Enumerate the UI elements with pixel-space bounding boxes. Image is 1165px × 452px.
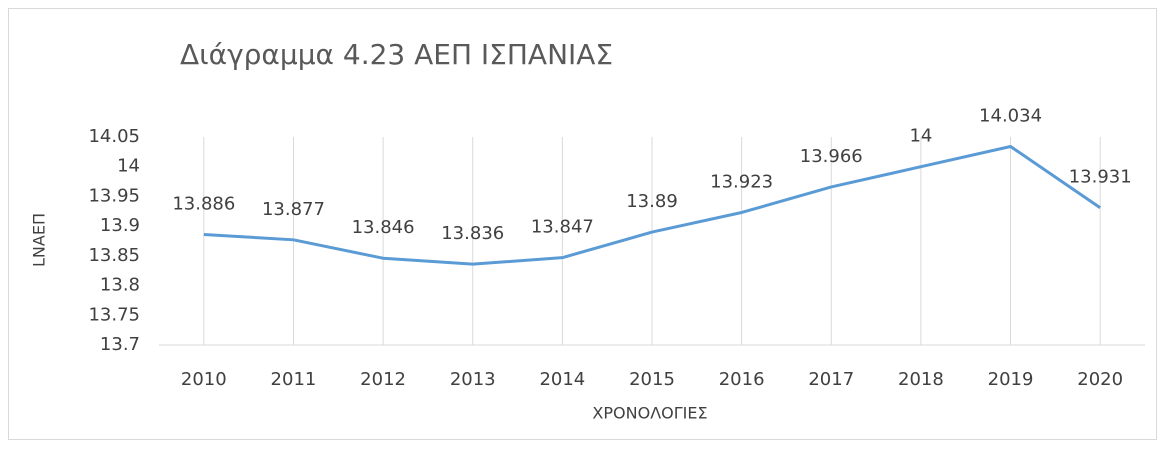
data-label: 13.931 [1069,167,1132,188]
chart-frame [8,8,1157,440]
y-tick-label: 13.95 [88,185,140,206]
x-tick-label: 2019 [988,369,1034,390]
x-tick-label: 2013 [450,369,496,390]
data-label: 13.847 [531,217,594,238]
data-label: 14.034 [979,106,1042,127]
chart-title: Διάγραμμα 4.23 ΑΕΠ ΙΣΠΑΝΙΑΣ [180,38,613,71]
x-axis-label: ΧΡΟΝΟΛΟΓΙΕΣ [592,404,707,423]
x-tick-label: 2017 [808,369,854,390]
x-tick-label: 2020 [1077,369,1123,390]
x-tick-label: 2014 [539,369,585,390]
y-axis-label: LNAEΠ [30,213,49,267]
y-tick-label: 13.85 [88,245,140,266]
y-tick-label: 14.05 [88,126,140,147]
data-label: 13.923 [710,171,773,192]
data-label: 13.89 [626,191,678,212]
x-tick-label: 2012 [360,369,406,390]
data-label: 14 [909,126,932,147]
data-line [203,145,1102,266]
data-label: 13.836 [441,223,504,244]
data-label: 13.877 [262,199,325,220]
data-label: 13.886 [172,193,235,214]
x-tick-label: 2010 [181,369,227,390]
y-tick-label: 13.75 [88,304,140,325]
data-label: 13.846 [352,217,415,238]
x-tick-label: 2016 [719,369,765,390]
x-tick-label: 2011 [271,369,317,390]
y-tick-label: 13.8 [100,275,140,296]
x-tick-label: 2018 [898,369,944,390]
y-tick-label: 13.9 [100,215,140,236]
data-label: 13.966 [800,146,863,167]
y-tick-label: 14 [117,156,140,177]
y-tick-label: 13.7 [100,334,140,355]
x-tick-label: 2015 [629,369,675,390]
